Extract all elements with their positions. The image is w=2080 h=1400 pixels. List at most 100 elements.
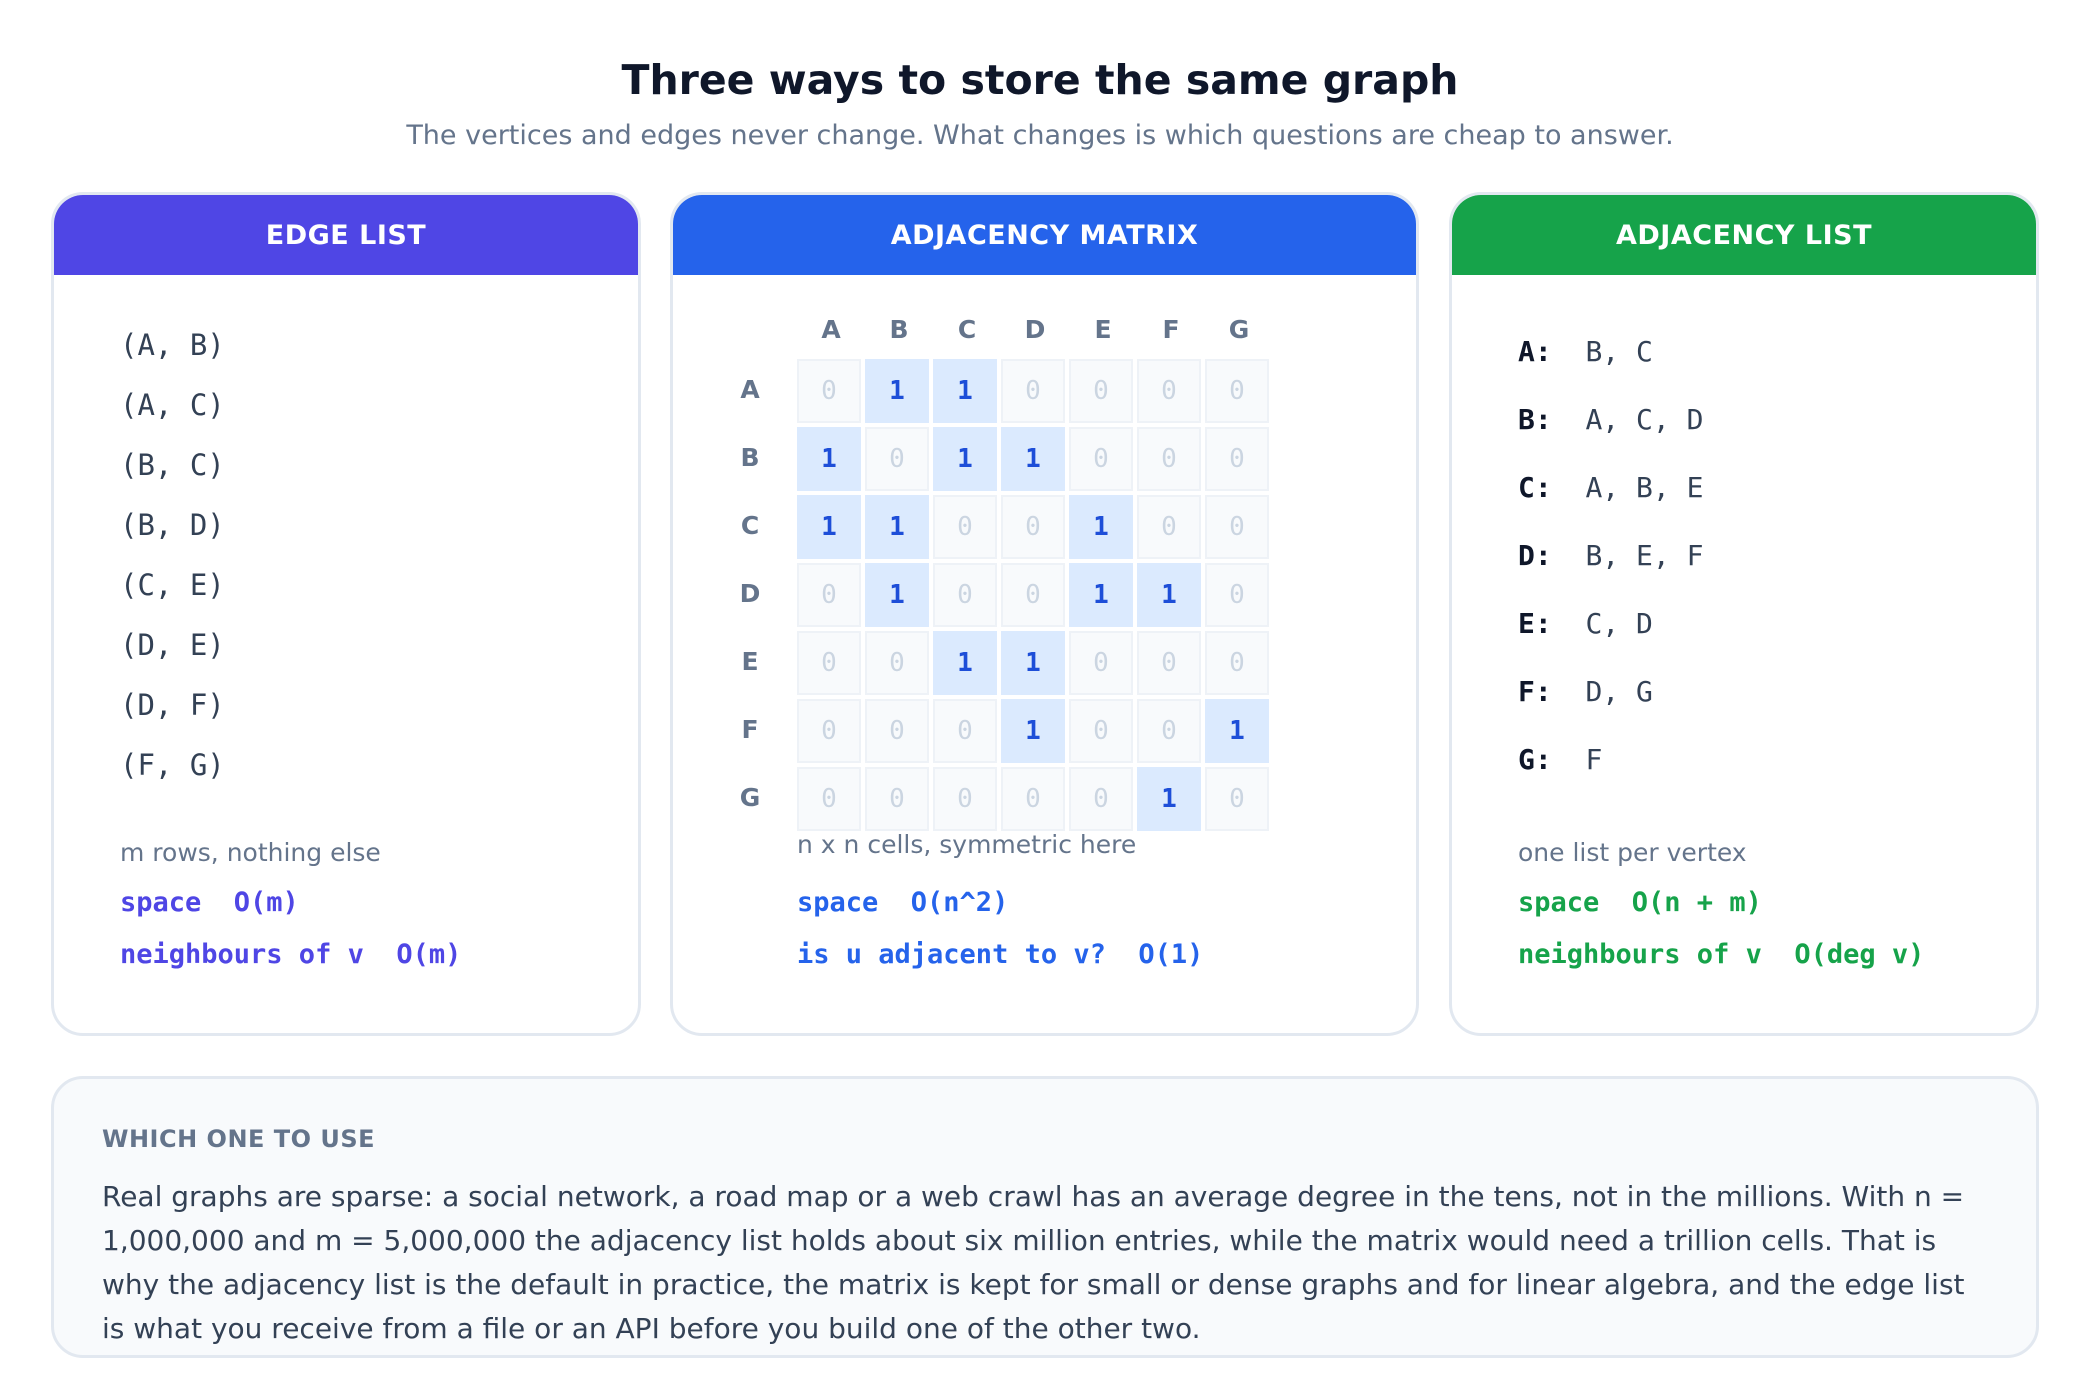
- adjacency-list-row: E: C, D: [1518, 607, 1653, 640]
- matrix-column-label: G: [1228, 315, 1250, 344]
- matrix-cell: 0: [865, 631, 929, 695]
- edge-list-header: EDGE LIST: [54, 195, 638, 275]
- matrix-cell: 1: [1069, 495, 1133, 559]
- matrix-cell: 0: [1205, 427, 1269, 491]
- adjacency-list-neighbours: C, D: [1585, 607, 1653, 640]
- adjacency-list-vertex: B:: [1518, 403, 1552, 436]
- edge-list-card: EDGE LIST (A, B) (A, C) (B, C) (B, D) (C…: [51, 192, 641, 1036]
- matrix-cell: 0: [1069, 699, 1133, 763]
- matrix-note: n x n cells, symmetric here: [797, 830, 1137, 859]
- matrix-cell: 0: [797, 631, 861, 695]
- matrix-row-label: A: [740, 375, 760, 404]
- edge-list: (A, B) (A, C) (B, C) (B, D) (C, E) (D, E…: [120, 327, 225, 807]
- matrix-row-label: C: [740, 511, 760, 540]
- page-subtitle: The vertices and edges never change. Wha…: [406, 120, 1674, 151]
- edge-list-space-stat: space O(m): [120, 887, 299, 918]
- matrix-cell: 0: [1205, 767, 1269, 831]
- adjacency-list-neighbours: D, G: [1585, 675, 1653, 708]
- matrix-cell: 0: [1137, 495, 1201, 559]
- adjacency-list-neighbours-stat: neighbours of v O(deg v): [1518, 939, 1925, 970]
- matrix-cell: 1: [797, 495, 861, 559]
- matrix-cell: 1: [933, 359, 997, 423]
- matrix-cell: 1: [865, 563, 929, 627]
- usage-title: WHICH ONE TO USE: [102, 1125, 376, 1153]
- usage-panel: WHICH ONE TO USE Real graphs are sparse:…: [51, 1076, 2039, 1358]
- matrix-cell: 1: [865, 495, 929, 559]
- edge-item: (B, D): [120, 508, 225, 542]
- edge-item: (A, B): [120, 328, 225, 362]
- adjacency-list-neighbours: B, E, F: [1585, 539, 1704, 572]
- adjacency-list-vertex: A:: [1518, 335, 1552, 368]
- matrix-cell: 1: [1137, 563, 1201, 627]
- adjacency-list-neighbours: F: [1585, 743, 1603, 776]
- matrix-cell: 0: [1137, 631, 1201, 695]
- adjacency-matrix-header: ADJACENCY MATRIX: [673, 195, 1416, 275]
- edge-item: (D, F): [120, 688, 225, 722]
- adjacency-list-neighbours: B, C: [1585, 335, 1653, 368]
- adjacency-list-note: one list per vertex: [1518, 838, 1747, 867]
- matrix-cell: 0: [933, 563, 997, 627]
- edge-item: (D, E): [120, 628, 225, 662]
- matrix-adjacency-stat: is u adjacent to v? O(1): [797, 939, 1204, 970]
- matrix-cell: 0: [1137, 359, 1201, 423]
- adjacency-list-vertex: G:: [1518, 743, 1552, 776]
- matrix-cell: 0: [797, 359, 861, 423]
- adjacency-list-card: ADJACENCY LIST one list per vertex space…: [1449, 192, 2039, 1036]
- adjacency-list-row: D: B, E, F: [1518, 539, 1703, 572]
- matrix-cell: 0: [797, 767, 861, 831]
- edge-item: (A, C): [120, 388, 225, 422]
- adjacency-list-neighbours: A, B, E: [1585, 471, 1704, 504]
- matrix-cell: 0: [797, 563, 861, 627]
- adjacency-matrix-card: ADJACENCY MATRIX n x n cells, symmetric …: [670, 192, 1419, 1036]
- matrix-cell: 0: [797, 699, 861, 763]
- matrix-cell: 0: [1205, 495, 1269, 559]
- matrix-cell: 0: [865, 699, 929, 763]
- matrix-column-label: B: [889, 315, 909, 344]
- matrix-space-stat: space O(n^2): [797, 887, 1009, 918]
- adjacency-list-neighbours: A, C, D: [1585, 403, 1704, 436]
- matrix-cell: 0: [1001, 359, 1065, 423]
- adjacency-list-vertex: F:: [1518, 675, 1552, 708]
- matrix-cell: 0: [1069, 631, 1133, 695]
- matrix-row-label: B: [740, 443, 760, 472]
- matrix-row-label: E: [741, 647, 759, 676]
- matrix-cell: 1: [1205, 699, 1269, 763]
- matrix-cell: 0: [1205, 563, 1269, 627]
- matrix-column-label: D: [1024, 315, 1046, 344]
- matrix-cell: 1: [1069, 563, 1133, 627]
- adjacency-list-row: A: B, C: [1518, 335, 1653, 368]
- matrix-cell: 1: [933, 631, 997, 695]
- matrix-cell: 1: [865, 359, 929, 423]
- matrix-row-label: G: [739, 783, 761, 812]
- edge-item: (C, E): [120, 568, 225, 602]
- matrix-cell: 0: [1205, 359, 1269, 423]
- adjacency-list-row: B: A, C, D: [1518, 403, 1703, 436]
- adjacency-list-row: C: A, B, E: [1518, 471, 1703, 504]
- usage-text: Real graphs are sparse: a social network…: [102, 1180, 1965, 1345]
- adjacency-list-vertex: E:: [1518, 607, 1552, 640]
- adjacency-list-header: ADJACENCY LIST: [1452, 195, 2036, 275]
- matrix-column-label: E: [1094, 315, 1112, 344]
- edge-item: (F, G): [120, 748, 225, 782]
- matrix-cell: 0: [1001, 495, 1065, 559]
- matrix-cell: 0: [1069, 427, 1133, 491]
- matrix-row-label: D: [739, 579, 761, 608]
- matrix-cell: 0: [1069, 359, 1133, 423]
- matrix-cell: 0: [1205, 631, 1269, 695]
- matrix-cell: 0: [865, 427, 929, 491]
- edge-list-neighbours-stat: neighbours of v O(m): [120, 939, 462, 970]
- adjacency-list-row: F: D, G: [1518, 675, 1653, 708]
- matrix-cell: 1: [933, 427, 997, 491]
- adjacency-list-space-stat: space O(n + m): [1518, 887, 1762, 918]
- matrix-cell: 0: [1001, 563, 1065, 627]
- matrix-cell: 1: [797, 427, 861, 491]
- matrix-cell: 1: [1001, 631, 1065, 695]
- matrix-cell: 0: [1137, 427, 1201, 491]
- adjacency-list-vertex: D:: [1518, 539, 1552, 572]
- matrix-cell: 0: [933, 495, 997, 559]
- edge-item: (B, C): [120, 448, 225, 482]
- matrix-cell: 0: [1069, 767, 1133, 831]
- matrix-row-label: F: [741, 715, 759, 744]
- matrix-cell: 0: [1137, 699, 1201, 763]
- matrix-cell: 0: [933, 767, 997, 831]
